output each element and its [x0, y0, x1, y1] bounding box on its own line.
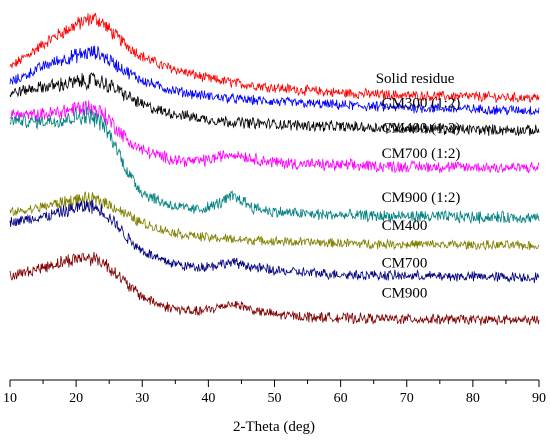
series-line-cm900-1-2	[9, 105, 540, 225]
x-axis: 10 20 30 40 50 60 70 80 90	[3, 379, 546, 406]
x-tick-label: 50	[268, 391, 282, 406]
x-axis-label: 2-Theta (deg)	[233, 419, 315, 435]
x-tick-label: 90	[532, 391, 546, 406]
series-label-layer: Solid residue CM300 (1:2) CM400 (1:2) CM700…	[376, 71, 461, 301]
series-layer	[9, 12, 540, 326]
series-label: CM900	[382, 285, 428, 301]
x-tick-label: 60	[334, 391, 348, 406]
series-label: Solid residue	[376, 71, 455, 87]
series-label: CM400 (1:2)	[382, 121, 461, 137]
series-label: CM900 (1:2)	[382, 190, 461, 206]
x-tick-label: 40	[201, 391, 215, 406]
series-line-cm400	[9, 191, 540, 251]
x-tick-label: 70	[400, 391, 414, 406]
series-line-cm400-1-2	[9, 72, 540, 136]
x-tick-label: 20	[69, 391, 83, 406]
series-label: CM400	[382, 218, 428, 234]
x-tick-label: 80	[466, 391, 480, 406]
series-line-solid-residue	[9, 12, 540, 103]
series-label: CM300 (1:2)	[382, 96, 461, 112]
series-label: CM700	[382, 255, 428, 271]
series-label: CM700 (1:2)	[382, 146, 461, 162]
series-line-cm300-1-2	[9, 45, 540, 117]
x-tick-label: 10	[3, 391, 17, 406]
series-line-cm900	[9, 252, 540, 326]
series-line-cm700	[9, 199, 540, 284]
x-tick-label: 30	[135, 391, 149, 406]
